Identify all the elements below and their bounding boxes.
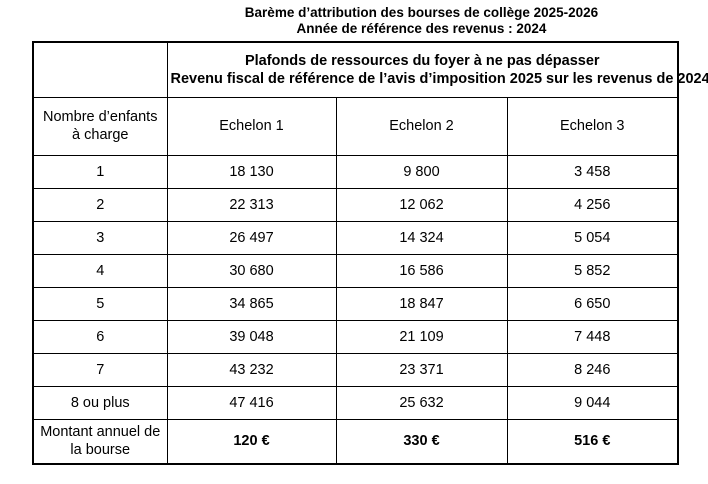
table-row: 4 30 680 16 586 5 852 <box>32 253 679 288</box>
threshold-cell: 14 324 <box>335 220 508 255</box>
bourse-amount-echelon-3: 516 € <box>506 418 679 465</box>
children-count-cell: 6 <box>32 319 168 354</box>
threshold-cell: 16 586 <box>335 253 508 288</box>
table-row: 5 34 865 18 847 6 650 <box>32 286 679 321</box>
children-count-cell: 8 ou plus <box>32 385 168 420</box>
threshold-cell: 18 130 <box>166 154 337 189</box>
children-count-cell: 5 <box>32 286 168 321</box>
threshold-cell: 9 044 <box>506 385 679 420</box>
threshold-cell: 7 448 <box>506 319 679 354</box>
children-count-cell: 7 <box>32 352 168 387</box>
threshold-cell: 43 232 <box>166 352 337 387</box>
threshold-cell: 34 865 <box>166 286 337 321</box>
echelon-3-header: Echelon 3 <box>506 96 679 156</box>
echelon-2-header: Echelon 2 <box>335 96 508 156</box>
bourse-amount-row: Montant annuel de la bourse 120 € 330 € … <box>32 418 679 465</box>
threshold-cell: 12 062 <box>335 187 508 222</box>
threshold-cell: 21 109 <box>335 319 508 354</box>
title-line-1: Barème d’attribution des bourses de coll… <box>244 5 599 20</box>
table-row: 2 22 313 12 062 4 256 <box>32 187 679 222</box>
children-count-cell: 1 <box>32 154 168 189</box>
plafonds-header-line-1: Plafonds de ressources du foyer à ne pas… <box>244 52 600 69</box>
threshold-cell: 6 650 <box>506 286 679 321</box>
threshold-cell: 26 497 <box>166 220 337 255</box>
column-header-row: Nombre d’enfants à charge Echelon 1 Eche… <box>32 96 679 156</box>
threshold-cell: 5 054 <box>506 220 679 255</box>
threshold-cell: 4 256 <box>506 187 679 222</box>
page-title: Barème d’attribution des bourses de coll… <box>166 5 677 37</box>
table-head-body: Plafonds de ressources du foyer à ne pas… <box>32 41 708 156</box>
empty-corner-cell <box>32 41 168 98</box>
echelon-1-header: Echelon 1 <box>166 96 337 156</box>
bareme-table: Plafonds de ressources du foyer à ne pas… <box>32 41 708 465</box>
title-line-2: Année de référence des revenus : 2024 <box>296 21 547 36</box>
children-count-cell: 4 <box>32 253 168 288</box>
plafonds-header-cell: Plafonds de ressources du foyer à ne pas… <box>166 41 708 98</box>
table-row: 1 18 130 9 800 3 458 <box>32 154 679 189</box>
threshold-cell: 25 632 <box>335 385 508 420</box>
threshold-cell: 5 852 <box>506 253 679 288</box>
table-row: 6 39 048 21 109 7 448 <box>32 319 679 354</box>
bourse-amount-echelon-1: 120 € <box>166 418 337 465</box>
plafonds-header-line-2: Revenu fiscal de référence de l’avis d’i… <box>170 70 708 87</box>
plafonds-header-row: Plafonds de ressources du foyer à ne pas… <box>32 41 708 98</box>
children-count-header: Nombre d’enfants à charge <box>32 96 168 156</box>
table-footer-body: Montant annuel de la bourse 120 € 330 € … <box>32 418 679 465</box>
threshold-cell: 22 313 <box>166 187 337 222</box>
threshold-cell: 3 458 <box>506 154 679 189</box>
threshold-cell: 39 048 <box>166 319 337 354</box>
table-row: 7 43 232 23 371 8 246 <box>32 352 679 387</box>
children-count-cell: 2 <box>32 187 168 222</box>
bourse-amount-echelon-2: 330 € <box>335 418 508 465</box>
threshold-cell: 9 800 <box>335 154 508 189</box>
table-row: 3 26 497 14 324 5 054 <box>32 220 679 255</box>
threshold-cell: 18 847 <box>335 286 508 321</box>
bourse-amount-label: Montant annuel de la bourse <box>32 418 168 465</box>
threshold-cell: 47 416 <box>166 385 337 420</box>
table-row: 8 ou plus 47 416 25 632 9 044 <box>32 385 679 420</box>
children-count-cell: 3 <box>32 220 168 255</box>
threshold-cell: 8 246 <box>506 352 679 387</box>
threshold-cell: 23 371 <box>335 352 508 387</box>
table-body: 1 18 130 9 800 3 458 2 22 313 12 062 4 256 3 26 4… <box>32 154 679 420</box>
threshold-cell: 30 680 <box>166 253 337 288</box>
